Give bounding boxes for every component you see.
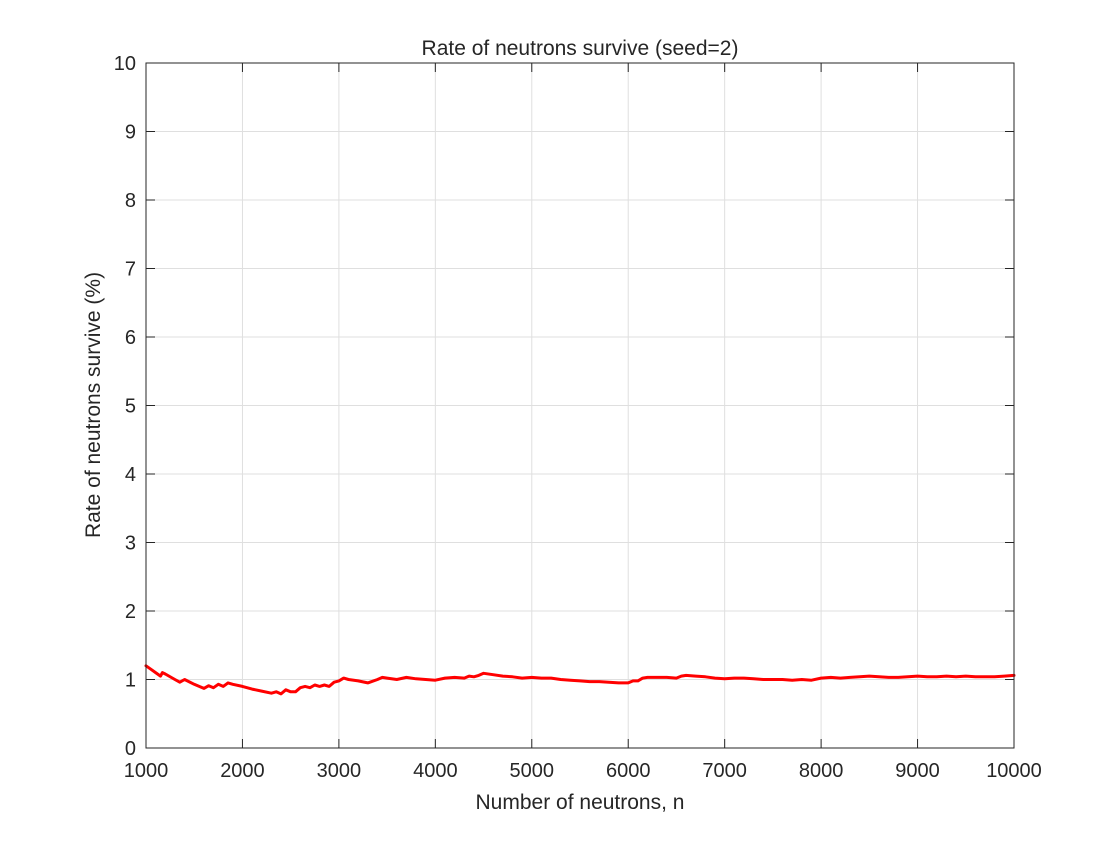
y-tick-label: 2 <box>125 601 136 623</box>
chart-title: Rate of neutrons survive (seed=2) <box>422 37 739 60</box>
y-tick-label: 6 <box>125 327 136 349</box>
x-tick-label: 8000 <box>799 760 844 782</box>
x-tick-label: 5000 <box>510 760 555 782</box>
y-tick-label: 4 <box>125 464 136 486</box>
x-tick-labels: 1000 2000 3000 4000 5000 6000 7000 8000 9000 1000… <box>124 760 1042 782</box>
series-layer <box>144 664 1016 696</box>
x-tick-label: 2000 <box>220 760 265 782</box>
y-tick-label: 7 <box>125 259 136 281</box>
x-tick-label: 10000 <box>986 760 1042 782</box>
x-tick-label: 6000 <box>606 760 651 782</box>
y-tick-label: 3 <box>125 533 136 555</box>
y-axis-label: Rate of neutrons survive (%) <box>82 272 105 538</box>
series-line-0 <box>144 664 1016 696</box>
x-tick-label: 7000 <box>702 760 747 782</box>
y-tick-label: 9 <box>125 122 136 144</box>
x-tick-label: 3000 <box>317 760 362 782</box>
y-tick-label: 8 <box>125 190 136 212</box>
y-tick-label: 0 <box>125 738 136 760</box>
x-tick-label: 4000 <box>413 760 458 782</box>
x-tick-label: 1000 <box>124 760 169 782</box>
x-axis-label: Number of neutrons, n <box>476 791 685 814</box>
grid-lines <box>146 63 1014 748</box>
y-tick-labels: 0 1 2 3 4 5 6 7 8 9 10 <box>114 53 136 760</box>
y-tick-label: 10 <box>114 53 136 75</box>
x-tick-label: 9000 <box>895 760 940 782</box>
y-tick-label: 5 <box>125 396 136 418</box>
y-tick-label: 1 <box>125 670 136 692</box>
tick-marks <box>145 62 1015 749</box>
